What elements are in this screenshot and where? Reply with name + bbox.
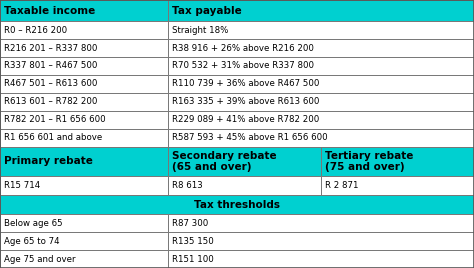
Text: R1 656 601 and above: R1 656 601 and above xyxy=(4,133,102,142)
Text: R216 201 – R337 800: R216 201 – R337 800 xyxy=(4,43,97,53)
Bar xyxy=(0,21,168,39)
Bar xyxy=(0,250,168,268)
Bar xyxy=(168,250,474,268)
Bar xyxy=(0,39,168,57)
Bar xyxy=(0,0,168,21)
Bar xyxy=(0,129,168,147)
Text: R70 532 + 31% above R337 800: R70 532 + 31% above R337 800 xyxy=(172,61,314,70)
Text: Tertiary rebate
(75 and over): Tertiary rebate (75 and over) xyxy=(325,151,413,172)
Text: Taxable income: Taxable income xyxy=(4,6,95,16)
Text: R467 501 – R613 600: R467 501 – R613 600 xyxy=(4,79,97,88)
Text: Below age 65: Below age 65 xyxy=(4,219,63,228)
Text: R151 100: R151 100 xyxy=(172,255,214,263)
Text: R135 150: R135 150 xyxy=(172,237,214,245)
Text: R782 201 – R1 656 600: R782 201 – R1 656 600 xyxy=(4,115,106,124)
Text: R337 801 – R467 500: R337 801 – R467 500 xyxy=(4,61,97,70)
Bar xyxy=(321,147,474,176)
Bar xyxy=(0,195,474,214)
Bar xyxy=(168,147,321,176)
Text: Tax thresholds: Tax thresholds xyxy=(194,200,280,210)
Bar xyxy=(168,129,474,147)
Text: Tax payable: Tax payable xyxy=(172,6,242,16)
Bar xyxy=(168,232,474,250)
Text: R87 300: R87 300 xyxy=(172,219,208,228)
Text: R229 089 + 41% above R782 200: R229 089 + 41% above R782 200 xyxy=(172,115,319,124)
Bar xyxy=(168,176,321,195)
Text: R613 601 – R782 200: R613 601 – R782 200 xyxy=(4,97,97,106)
Text: R587 593 + 45% above R1 656 600: R587 593 + 45% above R1 656 600 xyxy=(172,133,328,142)
Bar xyxy=(168,111,474,129)
Bar xyxy=(0,57,168,75)
Bar xyxy=(168,39,474,57)
Bar xyxy=(168,75,474,93)
Text: R0 – R216 200: R0 – R216 200 xyxy=(4,25,67,35)
Bar xyxy=(0,214,168,232)
Bar xyxy=(168,93,474,111)
Text: R 2 871: R 2 871 xyxy=(325,181,358,190)
Text: R15 714: R15 714 xyxy=(4,181,40,190)
Bar xyxy=(0,93,168,111)
Bar xyxy=(168,214,474,232)
Bar xyxy=(0,75,168,93)
Text: R38 916 + 26% above R216 200: R38 916 + 26% above R216 200 xyxy=(172,43,314,53)
Text: Primary rebate: Primary rebate xyxy=(4,157,93,166)
Bar xyxy=(168,0,474,21)
Text: R163 335 + 39% above R613 600: R163 335 + 39% above R613 600 xyxy=(172,97,319,106)
Text: Secondary rebate
(65 and over): Secondary rebate (65 and over) xyxy=(172,151,277,172)
Text: Age 75 and over: Age 75 and over xyxy=(4,255,75,263)
Bar xyxy=(0,176,168,195)
Bar xyxy=(168,57,474,75)
Text: Straight 18%: Straight 18% xyxy=(172,25,228,35)
Text: R8 613: R8 613 xyxy=(172,181,203,190)
Text: Age 65 to 74: Age 65 to 74 xyxy=(4,237,60,245)
Bar xyxy=(321,176,474,195)
Bar xyxy=(168,21,474,39)
Text: R110 739 + 36% above R467 500: R110 739 + 36% above R467 500 xyxy=(172,79,319,88)
Bar xyxy=(0,111,168,129)
Bar xyxy=(0,147,168,176)
Bar xyxy=(0,232,168,250)
